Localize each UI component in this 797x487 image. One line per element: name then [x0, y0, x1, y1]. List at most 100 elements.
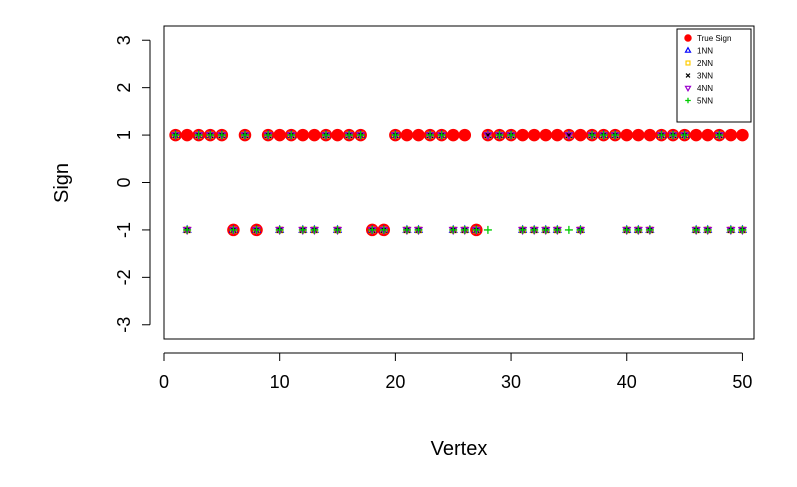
data-point [333, 225, 342, 234]
legend-marker [685, 97, 691, 104]
data-point [217, 131, 226, 140]
data-point [643, 128, 657, 142]
data-point [206, 131, 215, 140]
data-point [551, 128, 564, 142]
data-point [400, 128, 414, 142]
data-point [724, 128, 738, 142]
data-point [310, 225, 319, 234]
y-axis: -3 -2 -1 0 1 2 3 [114, 35, 151, 333]
x-tick-label: 40 [617, 372, 637, 392]
y-axis-title: Sign [51, 163, 73, 203]
data-point [574, 128, 587, 142]
data-point [273, 128, 286, 142]
data-point [622, 225, 631, 234]
data-point [715, 131, 724, 140]
data-point [412, 128, 425, 142]
data-point [321, 131, 330, 140]
data-point [275, 225, 284, 234]
data-point [634, 225, 643, 234]
legend-marker [685, 73, 691, 78]
data-point [368, 225, 377, 234]
legend-marker [684, 46, 692, 53]
data-point [680, 131, 689, 140]
data-point [402, 225, 411, 234]
data-point [194, 131, 203, 140]
data-point [692, 225, 701, 234]
data-point [449, 225, 458, 234]
data-point [527, 128, 541, 142]
series-true-sign [169, 128, 749, 237]
data-point [356, 131, 365, 140]
data-point [726, 225, 735, 234]
data-point [736, 128, 749, 142]
data-point [264, 131, 273, 140]
data-point [472, 225, 481, 234]
x-tick-label: 30 [501, 372, 521, 392]
data-point [611, 131, 620, 140]
data-point [391, 131, 400, 140]
data-point [507, 131, 516, 140]
data-point [701, 128, 714, 142]
data-point [657, 131, 666, 140]
data-point [345, 131, 354, 140]
data-points [169, 128, 749, 237]
y-tick-label: 1 [114, 130, 134, 140]
data-point [620, 128, 633, 142]
data-point [576, 225, 585, 234]
data-point [298, 225, 307, 234]
data-point [518, 225, 527, 234]
data-point [738, 225, 747, 234]
data-point [530, 225, 539, 234]
data-point [180, 128, 194, 142]
x-tick-label: 50 [732, 372, 752, 392]
data-point [539, 128, 553, 142]
data-point [599, 131, 608, 140]
data-point [331, 128, 344, 142]
x-axis: 0 10 20 30 40 50 [159, 352, 752, 392]
data-point [252, 225, 261, 234]
legend-box [676, 28, 752, 123]
data-point [495, 131, 504, 140]
data-point [689, 128, 703, 142]
series-4nn [170, 132, 748, 236]
data-point [414, 225, 423, 234]
legend-label: 1NN [697, 47, 713, 56]
legend-label: 2NN [697, 59, 713, 68]
y-tick-label: 3 [114, 35, 134, 45]
legend-marker [685, 60, 691, 66]
data-point [458, 128, 472, 142]
data-point [483, 132, 493, 141]
legend-label: 5NN [697, 97, 713, 106]
legend-marker [684, 34, 692, 42]
y-tick-label: 0 [114, 177, 134, 187]
data-point [296, 128, 310, 142]
data-point [379, 225, 388, 234]
series-5nn [171, 131, 747, 234]
data-point [632, 128, 645, 142]
legend-label: 3NN [697, 72, 713, 81]
y-tick-label: -2 [114, 269, 134, 285]
data-point [669, 131, 678, 140]
data-point [183, 225, 192, 234]
y-tick-label: 2 [114, 83, 134, 93]
data-point [240, 131, 249, 140]
data-point [437, 131, 446, 140]
legend-label: True Sign [697, 34, 731, 43]
x-tick-label: 20 [385, 372, 405, 392]
x-axis-title: Vertex [431, 438, 488, 460]
data-point [516, 128, 529, 142]
x-tick-label: 10 [270, 372, 290, 392]
data-point [703, 225, 712, 234]
data-point [564, 132, 574, 141]
legend-label: 4NN [697, 84, 713, 93]
data-point [229, 225, 238, 234]
data-point [645, 225, 654, 234]
data-point [588, 131, 597, 140]
data-point [426, 131, 435, 140]
data-point [564, 225, 573, 234]
data-point [171, 131, 180, 140]
data-point [287, 131, 296, 140]
series-2nn [172, 131, 746, 234]
legend: True Sign 1NN 2NN 3NN 4NN 5NN [676, 28, 752, 123]
